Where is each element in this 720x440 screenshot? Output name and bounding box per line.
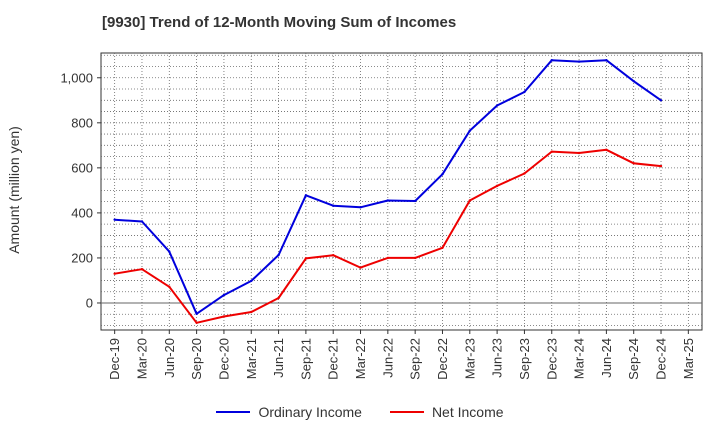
x-tick-label: Mar-22 [353, 338, 368, 379]
data-point [277, 296, 280, 300]
data-point [632, 162, 635, 165]
data-point [113, 218, 116, 221]
data-point [168, 250, 171, 253]
y-tick-label: 0 [86, 295, 93, 310]
grid-layer [100, 52, 703, 331]
data-point [659, 164, 663, 168]
data-point [523, 172, 526, 175]
data-point [304, 194, 308, 197]
data-point [195, 312, 198, 315]
x-tick-label: Jun-22 [380, 338, 395, 378]
y-axis-label: Amount (million yen) [6, 126, 22, 254]
data-point [386, 199, 390, 202]
data-point [222, 293, 226, 297]
x-tick-label: Sep-24 [626, 338, 641, 380]
y-tick-label: 200 [71, 250, 93, 265]
x-tick-label: Sep-23 [517, 338, 532, 380]
data-point [495, 104, 499, 107]
x-tick-label: Jun-23 [490, 338, 505, 378]
data-point [632, 79, 635, 83]
chart-title: [9930] Trend of 12-Month Moving Sum of I… [102, 14, 457, 31]
data-point [250, 310, 253, 314]
data-point [550, 150, 553, 153]
x-tick-label: Sep-20 [189, 338, 204, 380]
x-tick-label: Jun-20 [162, 338, 177, 378]
data-point [550, 59, 553, 62]
x-tick-label: Jun-24 [599, 338, 614, 378]
data-point [304, 257, 308, 260]
data-point [468, 129, 471, 132]
x-tick-label: Mar-21 [244, 338, 259, 379]
data-point [386, 256, 390, 260]
legend-swatch-net-income [389, 411, 424, 413]
legend-swatch-ordinary-income [216, 411, 251, 413]
x-tick-label: Jun-21 [271, 338, 286, 378]
data-point [577, 151, 581, 155]
data-point [222, 315, 226, 318]
data-point [441, 246, 444, 250]
data-point [332, 254, 335, 257]
x-tick-label: Mar-23 [462, 338, 477, 379]
data-point [168, 285, 171, 288]
x-tick-label: Dec-22 [435, 338, 450, 380]
data-point [605, 148, 608, 152]
data-point [332, 204, 335, 207]
data-point [659, 99, 663, 102]
x-tick-label: Sep-21 [298, 338, 313, 380]
data-point [605, 59, 608, 62]
plot-frame [100, 52, 703, 331]
y-tick-label: 400 [71, 205, 93, 220]
x-tick-label: Dec-19 [107, 338, 122, 380]
data-point [277, 253, 280, 257]
y-tick-label: 1,000 [60, 70, 93, 85]
x-tick-label: Mar-25 [681, 338, 696, 379]
data-point [250, 279, 253, 283]
data-point [359, 206, 362, 209]
data-point [195, 321, 198, 324]
x-tick-label: Mar-24 [572, 338, 587, 379]
data-point [413, 199, 417, 203]
data-point [113, 272, 116, 275]
y-tick-label: 600 [71, 160, 93, 175]
x-tick-label: Dec-21 [326, 338, 341, 380]
y-tick-label: 800 [71, 115, 93, 130]
data-point [359, 266, 362, 269]
data-point [523, 90, 526, 94]
data-point [577, 60, 581, 63]
x-tick-label: Mar-20 [134, 338, 149, 379]
x-tick-label: Dec-23 [544, 338, 559, 380]
legend-label-net-income: Net Income [431, 404, 504, 420]
legend: Ordinary Income Net Income [0, 404, 720, 420]
legend-label-ordinary-income: Ordinary Income [258, 404, 362, 420]
data-point [140, 220, 144, 223]
data-point [468, 199, 471, 202]
data-point [441, 172, 444, 176]
x-tick-label: Dec-24 [654, 338, 669, 380]
series-layer [113, 59, 663, 324]
legend-item-net-income[interactable]: Net Income [389, 404, 504, 420]
data-point [413, 256, 417, 260]
legend-item-ordinary-income[interactable]: Ordinary Income [216, 404, 362, 420]
data-point [140, 267, 144, 271]
x-tick-label: Sep-22 [408, 338, 423, 380]
data-point [495, 184, 499, 188]
axis-layer: 0 200 400 600 800 1,000 Dec-19 Mar-20 Jun-20 Sep-… [60, 70, 695, 380]
x-tick-label: Dec-20 [216, 338, 231, 380]
